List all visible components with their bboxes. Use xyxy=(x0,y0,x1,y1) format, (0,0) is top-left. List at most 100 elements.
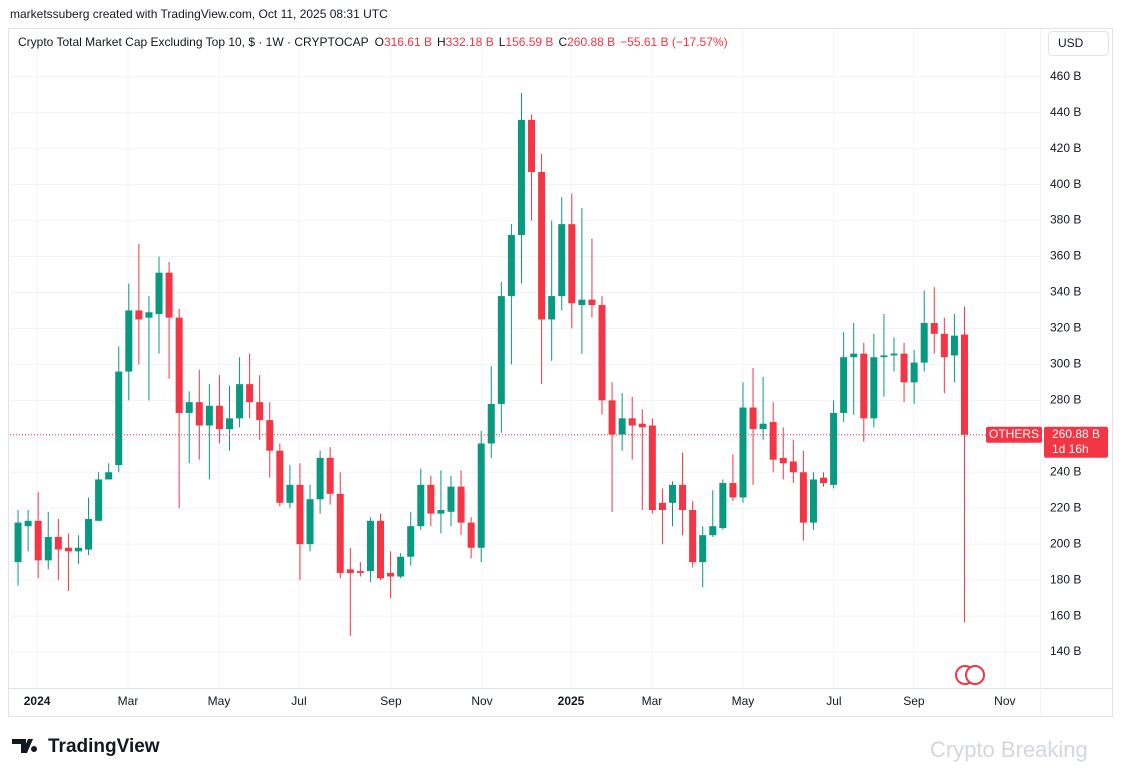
candle-body xyxy=(920,323,928,363)
candle-body xyxy=(336,493,344,573)
candle-body xyxy=(618,418,626,435)
x-tick-label: Mar xyxy=(118,694,139,708)
candle-body xyxy=(346,569,354,573)
candle-body xyxy=(135,310,143,320)
candle-body xyxy=(608,400,616,435)
currency[interactable]: USD xyxy=(1058,36,1084,50)
title: Crypto Total Market Cap Excluding Top 10… xyxy=(18,35,369,49)
candle-body xyxy=(699,535,707,563)
x-tick-label: Nov xyxy=(471,694,492,708)
candle-body xyxy=(54,536,62,550)
candle-body xyxy=(568,224,576,304)
symbol-label-box xyxy=(986,426,1042,443)
candle-body xyxy=(779,457,787,464)
candle-body xyxy=(628,418,636,426)
y-tick-label: 220 B xyxy=(1050,500,1081,514)
candle-body xyxy=(457,486,465,523)
ohlc-key: C xyxy=(558,35,567,49)
currency-button[interactable] xyxy=(1048,31,1109,56)
candles xyxy=(10,92,1040,636)
candle-body xyxy=(719,483,727,528)
candle-body xyxy=(830,412,838,485)
candle-body xyxy=(236,384,244,419)
legend-header: Crypto Total Market Cap Excluding Top 10… xyxy=(18,35,728,49)
candle-body xyxy=(799,472,807,523)
candle-body xyxy=(648,425,656,511)
y-tick-label: 360 B xyxy=(1050,249,1081,263)
y-tick-label: 460 B xyxy=(1050,69,1081,83)
x-tick-label: Jul xyxy=(291,694,306,708)
countdown: 1d 16h xyxy=(1052,442,1089,456)
x-tick-label: Sep xyxy=(380,694,402,708)
candle-body xyxy=(598,305,606,401)
candle-body xyxy=(34,520,42,561)
candle-body xyxy=(14,522,22,563)
x-tick-label: 2025 xyxy=(558,694,585,708)
ohlc-value: 156.59 B xyxy=(505,35,553,49)
y-tick-label: 440 B xyxy=(1050,105,1081,119)
candle-body xyxy=(165,272,173,318)
candle-body xyxy=(397,556,405,577)
candle-body xyxy=(417,484,425,527)
y-tick-label: 300 B xyxy=(1050,357,1081,371)
x-tick-label: Mar xyxy=(642,694,663,708)
candle-body xyxy=(377,520,385,579)
candle-body xyxy=(558,224,566,297)
candle-body xyxy=(155,272,163,315)
candle-body xyxy=(467,522,475,548)
candle-body xyxy=(900,353,908,383)
candle-body xyxy=(95,479,103,521)
last-price-label: 260.88 B xyxy=(1052,427,1100,441)
candle-body xyxy=(85,519,93,550)
candle-body xyxy=(870,357,878,419)
candle-body xyxy=(910,362,918,383)
y-tick-label: 400 B xyxy=(1050,177,1081,191)
ohlc-value: 260.88 B xyxy=(567,35,615,49)
watermark: Crypto Breaking xyxy=(930,737,1088,762)
candle-body xyxy=(195,402,203,426)
candle-body xyxy=(709,526,717,536)
candle-body xyxy=(507,234,515,297)
x-tick-label: 2024 xyxy=(24,694,51,708)
candle-body xyxy=(960,334,968,435)
candle-body xyxy=(950,335,958,356)
grid xyxy=(10,30,1040,688)
candle-body xyxy=(860,353,868,419)
candle-body xyxy=(74,547,82,552)
candle-body xyxy=(24,520,32,527)
candle-body xyxy=(387,572,395,577)
candle-body xyxy=(497,296,505,404)
candle-body xyxy=(729,483,737,498)
candle-body xyxy=(185,402,193,413)
candle-body xyxy=(427,484,435,514)
candle-body xyxy=(850,353,858,358)
candle-body xyxy=(477,443,485,548)
candle-body xyxy=(276,450,284,503)
x-tick-label: Jul xyxy=(826,694,841,708)
y-tick-label: 340 B xyxy=(1050,285,1081,299)
candle-body xyxy=(769,421,777,460)
y-tick-label: 320 B xyxy=(1050,321,1081,335)
candle-body xyxy=(487,403,495,444)
y-tick-label: 420 B xyxy=(1050,141,1081,155)
brand-logo: TradingView xyxy=(12,736,160,757)
candle-body xyxy=(286,484,294,503)
event-icon xyxy=(955,665,985,685)
y-tick-label: 240 B xyxy=(1050,464,1081,478)
candle-body xyxy=(588,299,596,306)
candle-body xyxy=(679,484,687,511)
flag-icon xyxy=(965,665,985,685)
last-price-box xyxy=(1044,426,1108,458)
candle-body xyxy=(689,510,697,563)
symbol-label: OTHERS xyxy=(989,427,1039,441)
candle-body xyxy=(658,502,666,511)
candle-body xyxy=(326,457,334,494)
candle-body xyxy=(840,357,848,413)
candle-body xyxy=(638,423,646,428)
y-tick-label: 140 B xyxy=(1050,644,1081,658)
x-tick-label: Nov xyxy=(994,694,1015,708)
candle-body xyxy=(316,457,324,500)
credit: marketssuberg created with TradingView.c… xyxy=(10,7,388,21)
candle-body xyxy=(266,420,274,451)
